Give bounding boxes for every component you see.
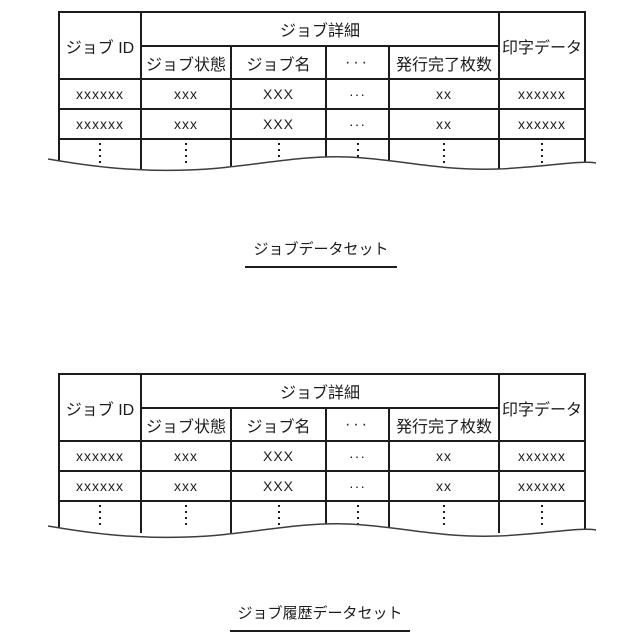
header-cell-print-data: 印字データ <box>498 11 587 80</box>
header-cell-job-name: ジョブ名 <box>230 407 327 442</box>
table-row: xxxxxx xxx XXX ··· xx xxxxxx <box>58 470 587 502</box>
data-cell: ··· <box>325 470 390 502</box>
vertical-ellipsis-icon <box>443 505 445 526</box>
data-cell: xxxxxx <box>58 78 142 110</box>
header-cell-job-id: ジョブ ID <box>58 11 142 80</box>
data-cell: XXX <box>230 108 327 140</box>
vertical-ellipsis-icon <box>443 143 445 164</box>
caption-job-history-dataset: ジョブ履歴データセット <box>230 602 410 632</box>
data-cell: xx <box>387 470 501 502</box>
data-cell: xxxxxx <box>498 78 587 110</box>
data-cell: xx <box>387 78 501 110</box>
data-cell: xxx <box>140 78 232 110</box>
data-cell: xxx <box>140 470 232 502</box>
vertical-ellipsis-icon <box>277 505 280 526</box>
data-cell: xx <box>387 108 501 140</box>
header-cell-ellipsis: ··· <box>325 45 390 80</box>
caption-job-dataset: ジョブデータセット <box>245 238 397 268</box>
table-row: xxxxxx xxx XXX ··· xx xxxxxx <box>58 440 587 472</box>
vertical-ellipsis-icon <box>99 143 101 164</box>
continuation-row <box>58 500 587 533</box>
vertical-ellipsis-icon <box>185 143 187 164</box>
data-cell: xxxxxx <box>58 470 142 502</box>
data-cell: XXX <box>230 78 327 110</box>
header-cell-job-name: ジョブ名 <box>230 45 327 80</box>
vertical-ellipsis-icon <box>356 505 359 526</box>
header-cell-ellipsis: ··· <box>325 407 390 442</box>
job-dataset-table-grid: ジョブ ID ジョブ詳細 印字データ ジョブ状態 ジョブ名 ··· 発行完了枚数… <box>58 11 587 171</box>
header-cell-job-id: ジョブ ID <box>58 373 142 442</box>
header-cell-job-status: ジョブ状態 <box>140 45 232 80</box>
data-cell: ··· <box>325 78 390 110</box>
data-cell: xxxxxx <box>58 440 142 472</box>
job-history-dataset-table-grid: ジョブ ID ジョブ詳細 印字データ ジョブ状態 ジョブ名 ··· 発行完了枚数… <box>58 373 587 533</box>
vertical-ellipsis-icon <box>185 505 187 526</box>
data-cell: XXX <box>230 440 327 472</box>
header-cell-job-detail: ジョブ詳細 <box>139 11 501 47</box>
continuation-row <box>58 138 587 171</box>
data-cell: ··· <box>325 440 390 472</box>
vertical-ellipsis-icon <box>99 505 101 526</box>
data-cell: xxxxxx <box>58 108 142 140</box>
data-cell: ··· <box>325 108 390 140</box>
header-cell-print-data: 印字データ <box>498 373 587 442</box>
table-row: xxxxxx xxx XXX ··· xx xxxxxx <box>58 78 587 110</box>
vertical-ellipsis-icon <box>356 143 359 164</box>
vertical-ellipsis-icon <box>541 143 544 164</box>
header-cell-job-status: ジョブ状態 <box>140 407 232 442</box>
table-row: xxxxxx xxx XXX ··· xx xxxxxx <box>58 108 587 140</box>
data-cell: xx <box>387 440 501 472</box>
vertical-ellipsis-icon <box>541 505 544 526</box>
header-cell-issued-count: 発行完了枚数 <box>387 45 501 80</box>
data-cell: xxxxxx <box>498 108 587 140</box>
vertical-ellipsis-icon <box>277 143 280 164</box>
header-cell-job-detail: ジョブ詳細 <box>139 373 501 409</box>
header-cell-issued-count: 発行完了枚数 <box>387 407 501 442</box>
data-cell: XXX <box>230 470 327 502</box>
data-cell: xxx <box>140 108 232 140</box>
data-cell: xxxxxx <box>498 470 587 502</box>
data-cell: xxxxxx <box>498 440 587 472</box>
job-history-dataset-table: ジョブ ID ジョブ詳細 印字データ ジョブ状態 ジョブ名 ··· 発行完了枚数… <box>58 373 587 533</box>
data-cell: xxx <box>140 440 232 472</box>
job-dataset-table: ジョブ ID ジョブ詳細 印字データ ジョブ状態 ジョブ名 ··· 発行完了枚数… <box>58 11 587 171</box>
